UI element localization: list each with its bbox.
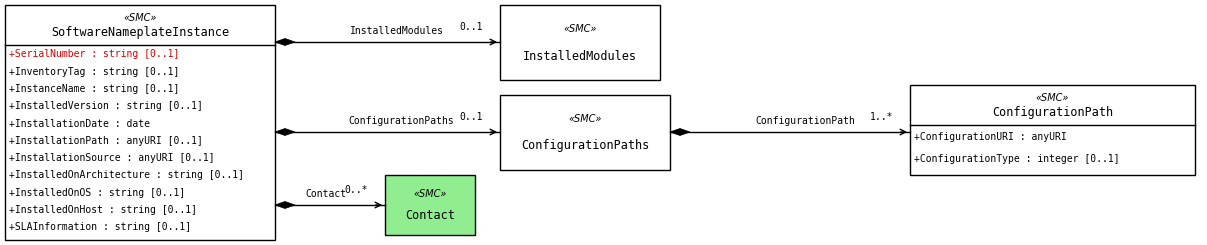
Polygon shape xyxy=(275,128,295,135)
Text: «SMC»: «SMC» xyxy=(1036,93,1069,103)
Text: 0..*: 0..* xyxy=(344,185,368,195)
Bar xyxy=(385,175,476,235)
Text: 0..1: 0..1 xyxy=(460,22,483,32)
Text: +InventoryTag : string [0..1]: +InventoryTag : string [0..1] xyxy=(8,67,180,77)
Text: Contact: Contact xyxy=(305,189,346,199)
Text: +InstalledOnOS : string [0..1]: +InstalledOnOS : string [0..1] xyxy=(8,187,185,197)
Polygon shape xyxy=(670,128,690,135)
Text: ConfigurationPath: ConfigurationPath xyxy=(756,116,855,126)
Text: +ConfigurationType : integer [0..1]: +ConfigurationType : integer [0..1] xyxy=(914,154,1120,164)
Bar xyxy=(5,5,275,240)
Text: +SLAInformation : string [0..1]: +SLAInformation : string [0..1] xyxy=(8,222,191,232)
Text: InstalledModules: InstalledModules xyxy=(350,26,444,36)
Text: ConfigurationPaths: ConfigurationPaths xyxy=(348,116,454,126)
Text: 0..1: 0..1 xyxy=(460,112,483,122)
Bar xyxy=(500,95,670,170)
Text: Contact: Contact xyxy=(406,209,455,222)
Polygon shape xyxy=(275,38,295,46)
Text: +SerialNumber : string [0..1]: +SerialNumber : string [0..1] xyxy=(8,49,180,60)
Text: +ConfigurationURI : anyURI: +ConfigurationURI : anyURI xyxy=(914,132,1067,142)
Text: +InstallationPath : anyURI [0..1]: +InstallationPath : anyURI [0..1] xyxy=(8,136,203,146)
Text: «SMC»: «SMC» xyxy=(413,189,447,199)
Text: SoftwareNameplateInstance: SoftwareNameplateInstance xyxy=(51,26,229,39)
Text: «SMC»: «SMC» xyxy=(564,24,596,34)
Text: +InstanceName : string [0..1]: +InstanceName : string [0..1] xyxy=(8,84,180,94)
Text: «SMC»: «SMC» xyxy=(568,114,601,124)
Text: InstalledModules: InstalledModules xyxy=(523,49,637,62)
Polygon shape xyxy=(275,201,295,208)
Text: +InstalledOnArchitecture : string [0..1]: +InstalledOnArchitecture : string [0..1] xyxy=(8,170,244,180)
Text: «SMC»: «SMC» xyxy=(123,13,157,23)
Text: +InstallationSource : anyURI [0..1]: +InstallationSource : anyURI [0..1] xyxy=(8,153,215,163)
Text: +InstalledVersion : string [0..1]: +InstalledVersion : string [0..1] xyxy=(8,101,203,111)
Text: ConfigurationPath: ConfigurationPath xyxy=(992,106,1113,119)
Text: +InstallationDate : date: +InstallationDate : date xyxy=(8,119,150,129)
Bar xyxy=(910,85,1195,175)
Text: 1..*: 1..* xyxy=(869,112,893,122)
Text: +InstalledOnHost : string [0..1]: +InstalledOnHost : string [0..1] xyxy=(8,205,197,215)
Bar xyxy=(500,5,660,80)
Text: ConfigurationPaths: ConfigurationPaths xyxy=(521,139,649,152)
